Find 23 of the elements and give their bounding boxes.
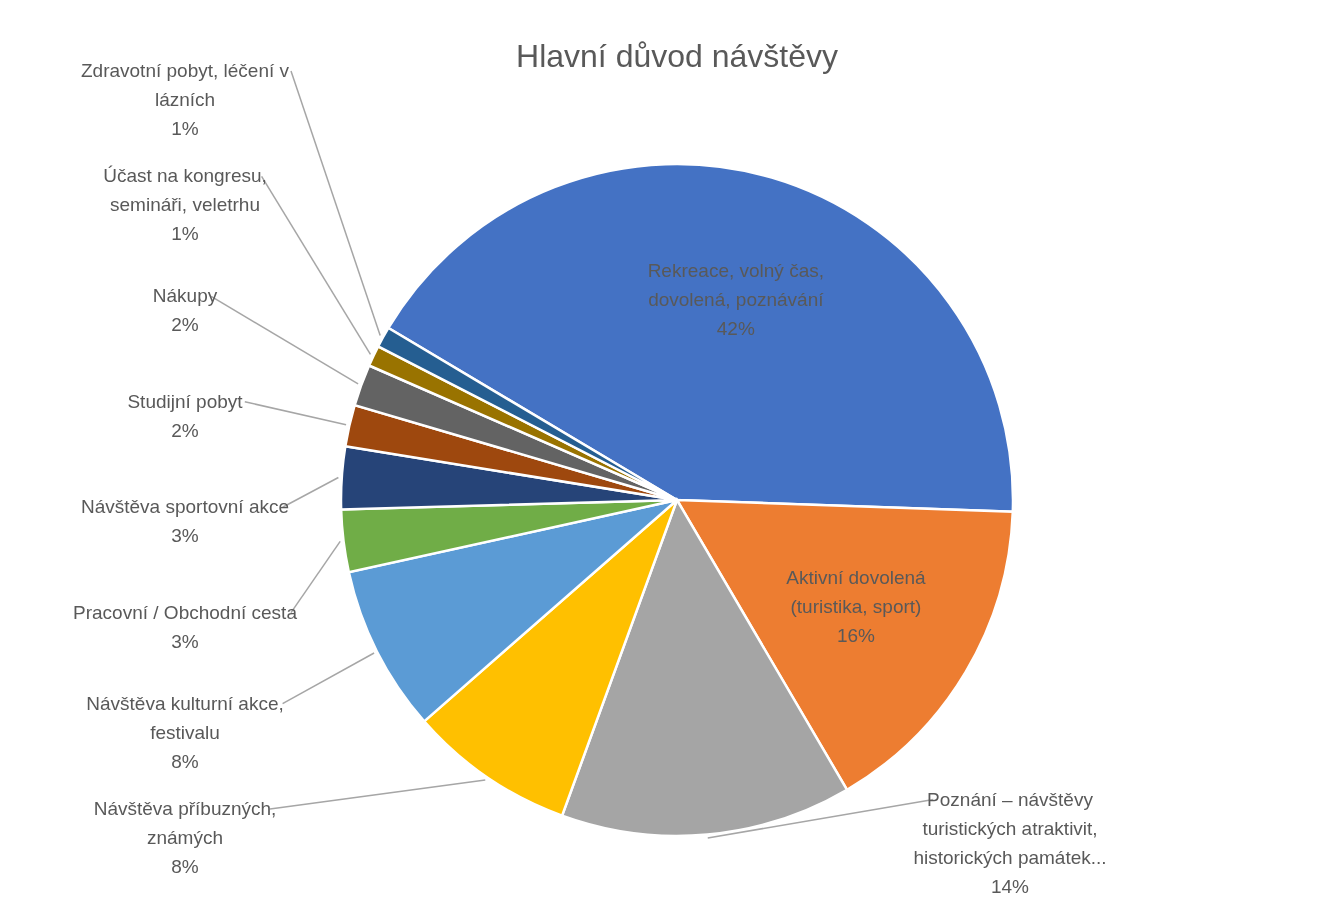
data-label: 8% xyxy=(171,750,199,772)
slice-label: Rekreace, volný čas, dovolená, poznávání xyxy=(647,260,825,311)
slice-label: Návštěva sportovní akce xyxy=(80,496,290,518)
data-label: 16% xyxy=(836,624,876,646)
data-label: 1% xyxy=(171,223,199,245)
data-label: 2% xyxy=(171,419,199,441)
data-label: 3% xyxy=(171,525,199,547)
data-label: 3% xyxy=(171,630,199,652)
data-label: 42% xyxy=(716,318,755,340)
slice-label: Nákupy xyxy=(152,285,218,307)
slice-label: Pracovní / Obchodní cesta xyxy=(73,601,298,623)
slice-label: Poznání – návštěvy turistických atraktivit, historických památek... xyxy=(913,788,1107,868)
slice-label: Návštěva příbuzných, známých xyxy=(93,798,277,848)
data-label: 14% xyxy=(990,875,1030,897)
slice-label: Zdravotní pobyt, léčení v lázních xyxy=(80,60,290,110)
data-label: 1% xyxy=(171,118,199,139)
slice-label: Aktivní dovolená (turistika, sport) xyxy=(786,566,927,617)
slice-label: Účast na kongresu, semináři, veletrhu xyxy=(103,165,267,216)
slice-label: Studijní pobyt xyxy=(127,390,244,412)
data-label: 8% xyxy=(171,856,199,877)
slice-label: Návštěva kulturní akce, festivalu xyxy=(86,692,284,743)
chart-title: Hlavní důvod návštěvy xyxy=(516,38,838,74)
data-label: 2% xyxy=(171,314,199,336)
